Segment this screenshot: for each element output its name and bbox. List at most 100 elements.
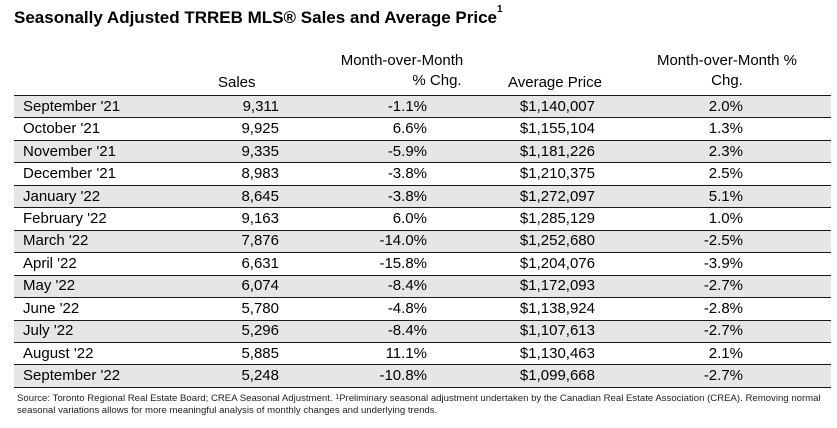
cell-sales: 8,645 (193, 184, 279, 208)
table-row: October '21 9,925 6.6% $1,155,104 1.3% (14, 117, 831, 141)
cell-mom-pct-change: 2.5% (595, 162, 743, 186)
cell-mom-change: 11.1% (279, 341, 427, 365)
cell-padding (743, 252, 831, 276)
cell-padding (743, 184, 831, 208)
cell-month: September '21 (14, 94, 193, 118)
cell-mom-change: -14.0% (279, 229, 427, 253)
cell-average-price: $1,252,680 (427, 229, 595, 253)
cell-mom-pct-change: -2.5% (595, 229, 743, 253)
cell-average-price: $1,130,463 (427, 341, 595, 365)
cell-sales: 5,885 (193, 341, 279, 365)
cell-sales: 6,074 (193, 274, 279, 298)
header-mom-change: Month-over-Month % Chg. (312, 51, 492, 91)
cell-mom-change: -5.9% (279, 139, 427, 163)
table-row: June '22 5,780 -4.8% $1,138,924 -2.8% (14, 297, 831, 321)
cell-mom-pct-change: 2.3% (595, 139, 743, 163)
cell-sales: 7,876 (193, 229, 279, 253)
cell-sales: 9,163 (193, 207, 279, 231)
cell-mom-pct-change: 2.0% (595, 94, 743, 118)
header-sales: Sales (218, 74, 256, 91)
cell-padding (743, 297, 831, 321)
header-mom-pct-line2: Chg. (711, 72, 743, 89)
table-body: September '21 9,311 -1.1% $1,140,007 2.0% Oct… (14, 94, 831, 388)
cell-mom-pct-change: 2.1% (595, 341, 743, 365)
cell-mom-pct-change: -2.8% (595, 297, 743, 321)
table-row: August '22 5,885 11.1% $1,130,463 2.1% (14, 341, 831, 365)
cell-month: November '21 (14, 139, 193, 163)
cell-average-price: $1,285,129 (427, 207, 595, 231)
cell-padding (743, 207, 831, 231)
table-row: May '22 6,074 -8.4% $1,172,093 -2.7% (14, 274, 831, 298)
cell-average-price: $1,138,924 (427, 297, 595, 321)
cell-mom-change: 6.6% (279, 117, 427, 141)
cell-padding (743, 364, 831, 388)
page-title: Seasonally Adjusted TRREB MLS® Sales and… (14, 5, 503, 28)
cell-month: February '22 (14, 207, 193, 231)
cell-mom-pct-change: 1.3% (595, 117, 743, 141)
source-note: Source: Toronto Regional Real Estate Boa… (17, 393, 827, 417)
cell-mom-change: -10.8% (279, 364, 427, 388)
header-mom-line2: % Chg. (412, 72, 462, 89)
cell-sales: 8,983 (193, 162, 279, 186)
cell-sales: 9,335 (193, 139, 279, 163)
table-row: December '21 8,983 -3.8% $1,210,375 2.5% (14, 162, 831, 186)
cell-sales: 5,780 (193, 297, 279, 321)
cell-mom-change: -3.8% (279, 184, 427, 208)
cell-padding (743, 341, 831, 365)
table-row: September '21 9,311 -1.1% $1,140,007 2.0% (14, 94, 831, 118)
cell-mom-pct-change: -2.7% (595, 364, 743, 388)
cell-mom-change: -8.4% (279, 319, 427, 343)
cell-sales: 6,631 (193, 252, 279, 276)
table-row: April '22 6,631 -15.8% $1,204,076 -3.9% (14, 252, 831, 276)
cell-month: June '22 (14, 297, 193, 321)
header-average-price: Average Price (508, 74, 602, 91)
cell-mom-change: 6.0% (279, 207, 427, 231)
cell-sales: 9,311 (193, 94, 279, 118)
sales-table: September '21 9,311 -1.1% $1,140,007 2.0% Oct… (14, 94, 831, 388)
header-mom-line1: Month-over-Month (340, 52, 464, 69)
cell-mom-pct-change: -2.7% (595, 274, 743, 298)
source-text-b: Preliminary seasonal adjustment undertak… (17, 393, 821, 416)
table-row: January '22 8,645 -3.8% $1,272,097 5.1% (14, 184, 831, 208)
cell-padding (743, 94, 831, 118)
cell-padding (743, 162, 831, 186)
cell-month: December '21 (14, 162, 193, 186)
cell-mom-pct-change: 1.0% (595, 207, 743, 231)
cell-average-price: $1,107,613 (427, 319, 595, 343)
header-mom-pct-change: Month-over-Month % Chg. (638, 51, 816, 91)
cell-average-price: $1,172,093 (427, 274, 595, 298)
table-row: November '21 9,335 -5.9% $1,181,226 2.3% (14, 139, 831, 163)
cell-padding (743, 117, 831, 141)
table-row: February '22 9,163 6.0% $1,285,129 1.0% (14, 207, 831, 231)
cell-average-price: $1,140,007 (427, 94, 595, 118)
cell-mom-pct-change: -2.7% (595, 319, 743, 343)
cell-padding (743, 319, 831, 343)
cell-padding (743, 229, 831, 253)
header-mom-pct-line1: Month-over-Month % (656, 52, 798, 69)
source-text-a: Source: Toronto Regional Real Estate Boa… (17, 393, 336, 404)
source-footnote-marker: 1 (335, 394, 340, 401)
cell-month: April '22 (14, 252, 193, 276)
cell-average-price: $1,181,226 (427, 139, 595, 163)
cell-mom-change: -4.8% (279, 297, 427, 321)
table-row: July '22 5,296 -8.4% $1,107,613 -2.7% (14, 319, 831, 343)
cell-sales: 9,925 (193, 117, 279, 141)
title-footnote-marker: 1 (497, 4, 503, 15)
cell-average-price: $1,155,104 (427, 117, 595, 141)
cell-mom-change: -15.8% (279, 252, 427, 276)
cell-month: January '22 (14, 184, 193, 208)
cell-month: October '21 (14, 117, 193, 141)
table-row: September '22 5,248 -10.8% $1,099,668 -2.7% (14, 364, 831, 388)
title-text: Seasonally Adjusted TRREB MLS® Sales and… (14, 8, 498, 27)
cell-mom-change: -1.1% (279, 94, 427, 118)
cell-padding (743, 274, 831, 298)
cell-mom-pct-change: -3.9% (595, 252, 743, 276)
cell-mom-pct-change: 5.1% (595, 184, 743, 208)
cell-average-price: $1,099,668 (427, 364, 595, 388)
cell-month: July '22 (14, 319, 193, 343)
cell-month: May '22 (14, 274, 193, 298)
cell-mom-change: -8.4% (279, 274, 427, 298)
cell-average-price: $1,204,076 (427, 252, 595, 276)
cell-month: August '22 (14, 341, 193, 365)
